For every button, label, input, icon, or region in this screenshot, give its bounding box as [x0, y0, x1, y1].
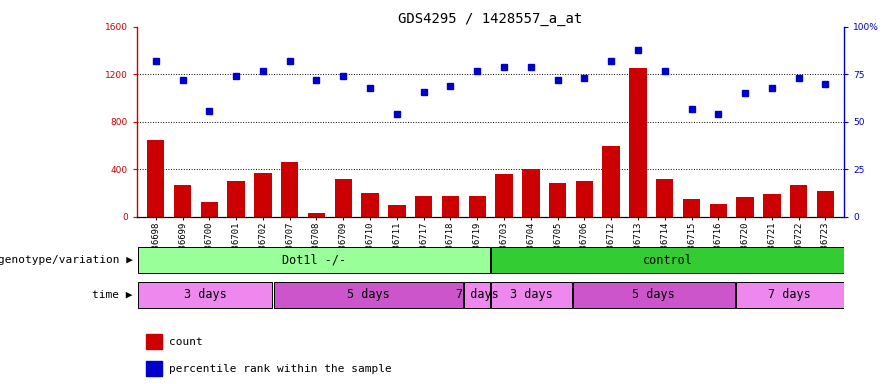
Bar	[817, 191, 834, 217]
Bar	[255, 173, 271, 217]
Bar	[492, 282, 572, 308]
Bar	[464, 282, 490, 308]
Bar	[682, 199, 700, 217]
Bar	[492, 247, 843, 273]
Text: 5 days: 5 days	[632, 288, 675, 301]
Bar	[710, 204, 727, 217]
Text: 3 days: 3 days	[184, 288, 226, 301]
Bar	[790, 185, 807, 217]
Text: time ▶: time ▶	[92, 290, 133, 300]
Text: count: count	[169, 337, 202, 347]
Bar	[138, 247, 490, 273]
Bar	[273, 282, 463, 308]
Text: 7 days: 7 days	[455, 288, 499, 301]
Bar	[147, 140, 164, 217]
Text: Dot1l -/-: Dot1l -/-	[282, 254, 346, 266]
Bar	[656, 179, 674, 217]
Bar	[495, 174, 513, 217]
Bar	[415, 195, 432, 217]
Bar	[603, 146, 620, 217]
Bar	[334, 179, 352, 217]
Text: 5 days: 5 days	[347, 288, 390, 301]
Bar	[388, 205, 406, 217]
Bar	[629, 68, 647, 217]
Bar	[573, 282, 735, 308]
Bar	[522, 169, 539, 217]
Bar	[575, 181, 593, 217]
Text: percentile rank within the sample: percentile rank within the sample	[169, 364, 392, 374]
Text: genotype/variation ▶: genotype/variation ▶	[0, 255, 133, 265]
Text: 7 days: 7 days	[768, 288, 812, 301]
Bar	[362, 193, 378, 217]
Bar	[281, 162, 299, 217]
Bar	[763, 194, 781, 217]
Bar	[736, 282, 843, 308]
Bar	[736, 197, 754, 217]
Bar	[138, 282, 272, 308]
Text: 3 days: 3 days	[510, 288, 552, 301]
Bar	[174, 185, 191, 217]
Bar	[549, 182, 567, 217]
Text: control: control	[643, 254, 692, 266]
Bar	[442, 196, 459, 217]
Title: GDS4295 / 1428557_a_at: GDS4295 / 1428557_a_at	[399, 12, 583, 26]
Bar	[227, 181, 245, 217]
Bar	[201, 202, 218, 217]
Bar	[469, 196, 486, 217]
Bar	[308, 214, 325, 217]
